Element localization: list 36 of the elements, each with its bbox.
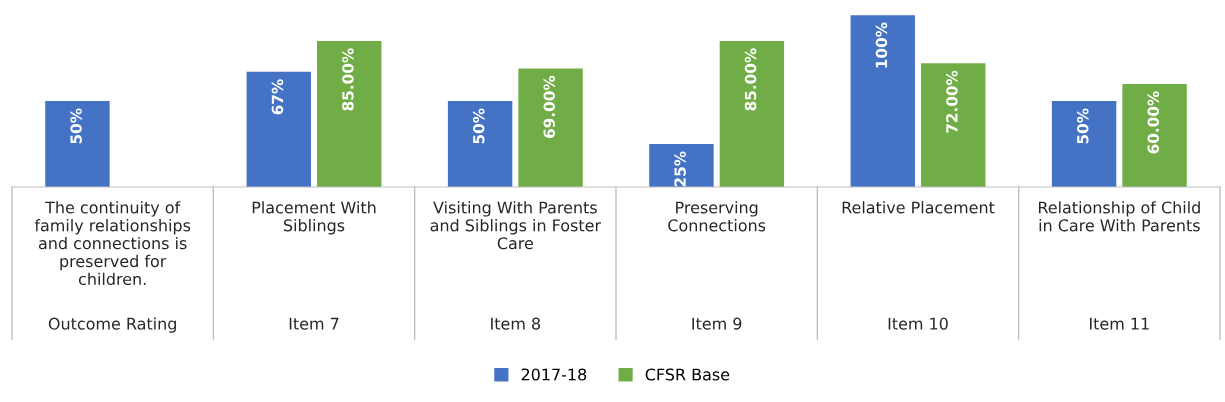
data-label: 72.00% — [946, 70, 958, 133]
bar — [719, 40, 785, 187]
x-tick-label: Item 10 — [888, 317, 948, 330]
bar — [45, 101, 110, 187]
data-label: 67% — [271, 79, 284, 115]
x-tick-label: Outcome Rating — [48, 317, 176, 333]
bar — [1122, 83, 1187, 187]
text: The continuity of family relationships and connections is preserved for children. — [34, 201, 191, 286]
data-label: 25% — [674, 151, 686, 187]
bar — [447, 101, 513, 187]
x-tick-label: Item 11 — [1090, 317, 1149, 330]
legend-label: 2017-18 — [521, 368, 587, 381]
bar — [317, 40, 382, 187]
bar — [850, 15, 915, 187]
text: Preserving Connections — [668, 201, 766, 232]
x-tick-label: Item 7 — [289, 317, 339, 330]
bar — [246, 71, 311, 187]
data-label: 69.00% — [543, 75, 555, 138]
text: Placement With Siblings — [252, 201, 376, 235]
text: Relative Placement — [842, 201, 995, 214]
data-label: 100% — [875, 22, 888, 68]
x-tick-label: Item 9 — [692, 317, 742, 330]
bar — [1051, 101, 1117, 187]
data-label: 60.00% — [1147, 91, 1159, 154]
data-label: 50% — [70, 108, 82, 144]
data-label: 85.00% — [342, 48, 354, 111]
x-tick-label: Item 8 — [491, 317, 541, 330]
data-label: 85.00% — [744, 48, 757, 111]
bar — [518, 68, 583, 187]
bar — [649, 144, 714, 187]
data-label: 50% — [1076, 108, 1089, 144]
bar — [921, 63, 986, 187]
text: Relationship of Child in Care With Parents — [1038, 201, 1200, 232]
legend-label: CFSR Base — [645, 368, 730, 381]
data-label: 50% — [472, 108, 485, 144]
text: Visiting With Parents and Siblings in Foster Care — [430, 201, 602, 250]
